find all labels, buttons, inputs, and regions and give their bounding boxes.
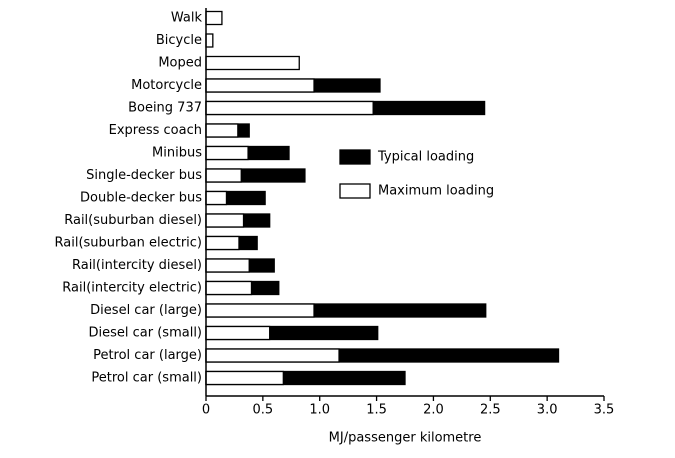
bar (205, 303, 315, 318)
bar (205, 235, 240, 251)
y-tick-label: Diesel car (large) (90, 303, 202, 318)
x-tick-label: 0 (202, 403, 210, 418)
x-tick-label: 0.5 (253, 403, 274, 418)
legend-swatch (339, 183, 371, 199)
y-tick-label: Petrol car (small) (91, 371, 202, 386)
y-tick-label: Bicycle (156, 33, 202, 48)
bar (205, 168, 242, 183)
x-axis-label: MJ/passenger kilometre (329, 431, 482, 446)
x-tick-label: 1.0 (309, 403, 330, 418)
legend-swatch (339, 149, 371, 165)
bar (205, 280, 253, 296)
y-tick-label: Motorcycle (131, 78, 202, 93)
y-tick-label: Petrol car (large) (93, 348, 202, 363)
bar (205, 145, 249, 161)
y-tick-label: Single-decker bus (86, 168, 202, 183)
bar (205, 123, 239, 138)
bar (205, 190, 228, 206)
y-tick-label: Diesel car (small) (89, 326, 203, 341)
legend-label: Maximum loading (378, 184, 494, 199)
bar (205, 348, 340, 363)
bar (205, 213, 245, 228)
y-tick-label: Boeing 737 (128, 101, 202, 116)
bar (205, 258, 250, 273)
x-tick-label: 3.5 (594, 403, 615, 418)
bar (205, 100, 374, 116)
y-tick-label: Moped (158, 56, 202, 71)
bar (205, 55, 300, 71)
x-tick-label: 3.0 (537, 403, 558, 418)
bar (205, 33, 214, 48)
bar (205, 370, 284, 386)
y-tick-label: Minibus (152, 146, 202, 161)
y-tick-label: Rail(intercity electric) (62, 281, 202, 296)
bar (205, 78, 315, 93)
bar (205, 325, 271, 341)
x-tick-label: 2.5 (480, 403, 501, 418)
x-tick-label: 2.0 (423, 403, 444, 418)
y-tick-label: Rail(suburban electric) (55, 236, 202, 251)
y-tick-label: Double-decker bus (80, 191, 202, 206)
y-tick-label: Express coach (109, 123, 202, 138)
legend-label: Typical loading (377, 150, 474, 165)
y-tick-label: Rail(intercity diesel) (72, 258, 202, 273)
x-tick-label: 1.5 (366, 403, 387, 418)
y-tick-label: Walk (171, 11, 203, 26)
y-tick-label: Rail(suburban diesel) (64, 213, 202, 228)
bar (205, 10, 223, 26)
